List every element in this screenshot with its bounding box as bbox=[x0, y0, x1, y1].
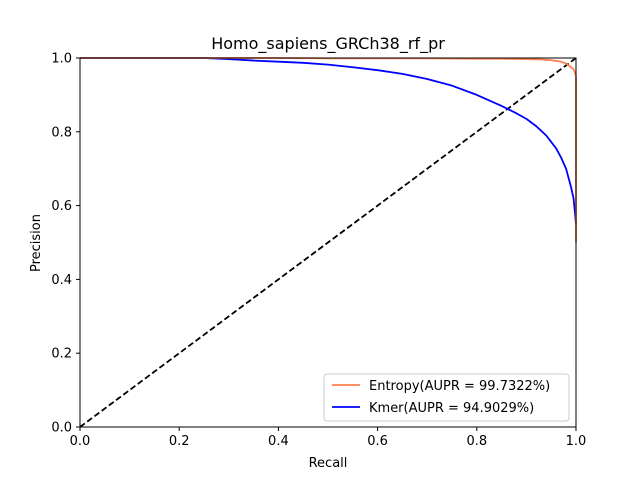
legend-box bbox=[323, 373, 570, 422]
y-axis: 0.0 0.2 0.4 0.6 0.8 1.0 bbox=[51, 52, 80, 436]
series-line-entropy bbox=[80, 57, 577, 243]
y-tick-label: 0.8 bbox=[51, 125, 72, 140]
x-tick-label: 1.0 bbox=[566, 434, 587, 449]
series-line-kmer bbox=[80, 57, 577, 225]
chart-title: Homo_sapiens_GRCh38_rf_pr bbox=[211, 34, 445, 54]
y-axis-label: Precision bbox=[29, 214, 44, 272]
y-tick-label: 0.6 bbox=[51, 199, 72, 214]
x-axis: 0.0 0.2 0.4 0.6 0.8 1.0 bbox=[70, 427, 587, 449]
plot-frame bbox=[79, 57, 577, 428]
x-tick-label: 0.0 bbox=[70, 434, 91, 449]
legend-entry-entropy: Entropy(AUPR = 99.7322%) bbox=[369, 379, 550, 394]
y-tick-label: 0.2 bbox=[51, 347, 72, 362]
legend-entry-kmer: Kmer(AUPR = 94.9029%) bbox=[369, 401, 534, 416]
y-tick-label: 0.0 bbox=[51, 421, 72, 436]
y-tick-label: 1.0 bbox=[51, 52, 72, 67]
x-axis-label: Recall bbox=[309, 456, 348, 471]
x-tick-label: 0.4 bbox=[268, 434, 289, 449]
legend: Entropy(AUPR = 99.7322%) Kmer(AUPR = 94.… bbox=[323, 373, 570, 422]
x-tick-label: 0.6 bbox=[367, 434, 388, 449]
x-tick-label: 0.8 bbox=[466, 434, 487, 449]
diagonal-reference-line bbox=[79, 57, 577, 428]
x-tick-label: 0.2 bbox=[169, 434, 190, 449]
y-tick-label: 0.4 bbox=[51, 273, 72, 288]
